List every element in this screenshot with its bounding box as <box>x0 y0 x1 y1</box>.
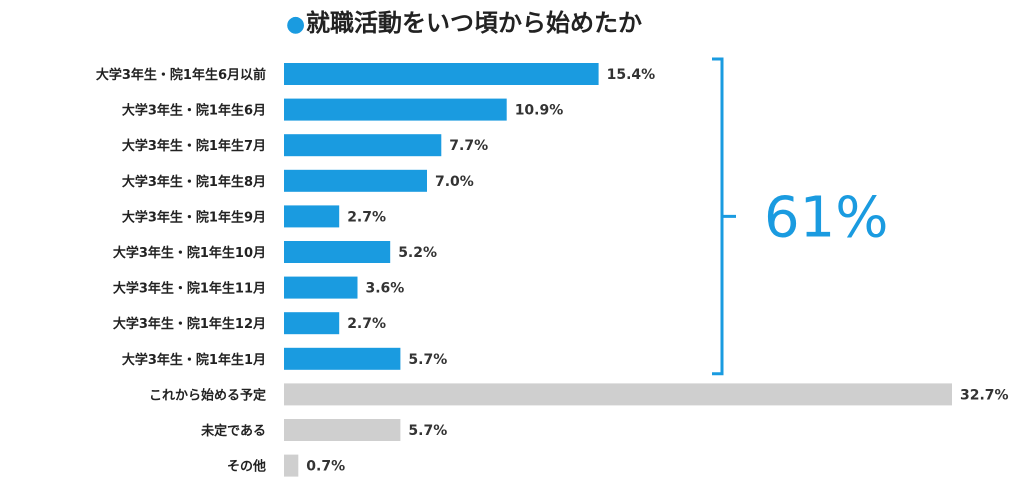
value-label: 2.7% <box>347 209 386 225</box>
category-label: 大学3年生・院1年生6月以前 <box>96 67 266 83</box>
bracket-annotation: 61% <box>712 57 888 376</box>
bracket-shape <box>712 57 736 376</box>
category-label: 大学3年生・院1年生12月 <box>113 316 266 332</box>
category-label: 大学3年生・院1年生11月 <box>113 281 266 297</box>
bar-12 <box>284 454 299 477</box>
value-label: 10.9% <box>515 103 564 119</box>
bar-1 <box>284 63 599 85</box>
annotation-total-label: 61% <box>764 185 888 250</box>
bar-9 <box>284 347 401 370</box>
value-labels: 15.4% 10.9% 7.7% 7.0% 2.7% 5.2% 3.6% 2.7% 5.7% 32… <box>306 67 1008 475</box>
category-label: 大学3年生・院1年生6月 <box>122 103 266 119</box>
bar-6 <box>284 241 391 263</box>
bars <box>284 63 952 477</box>
category-label: その他 <box>227 459 266 475</box>
title-bullet-icon: ● <box>286 12 305 37</box>
value-label: 5.7% <box>408 423 447 439</box>
value-label: 5.7% <box>408 352 447 368</box>
category-label: 未定である <box>200 423 266 439</box>
value-label: 2.7% <box>347 316 386 332</box>
bar-2 <box>284 98 507 121</box>
category-label: これから始める予定 <box>149 387 266 403</box>
bar-5 <box>284 205 340 228</box>
bar-10 <box>284 383 952 406</box>
value-label: 7.0% <box>435 174 474 190</box>
value-label: 3.6% <box>366 281 405 297</box>
value-label: 7.7% <box>449 138 488 154</box>
category-label: 大学3年生・院1年生7月 <box>122 138 266 154</box>
category-labels: 大学3年生・院1年生6月以前大学3年生・院1年生6月大学3年生・院1年生7月大学… <box>96 67 266 475</box>
value-label: 0.7% <box>306 459 345 475</box>
value-label: 32.7% <box>960 387 1009 403</box>
chart-title: ● 就職活動をいつ頃から始めたか <box>286 9 642 37</box>
value-label: 5.2% <box>398 245 437 261</box>
category-label: 大学3年生・院1年生9月 <box>122 209 266 225</box>
chart-title-text: 就職活動をいつ頃から始めたか <box>306 9 642 37</box>
category-label: 大学3年生・院1年生8月 <box>122 174 266 190</box>
bar-8 <box>284 312 340 335</box>
bar-3 <box>284 134 442 157</box>
category-label: 大学3年生・院1年生1月 <box>122 352 266 368</box>
category-label: 大学3年生・院1年生10月 <box>113 245 266 261</box>
bar-4 <box>284 169 427 192</box>
bar-11 <box>284 419 401 441</box>
value-label: 15.4% <box>607 67 656 83</box>
bar-7 <box>284 276 358 299</box>
